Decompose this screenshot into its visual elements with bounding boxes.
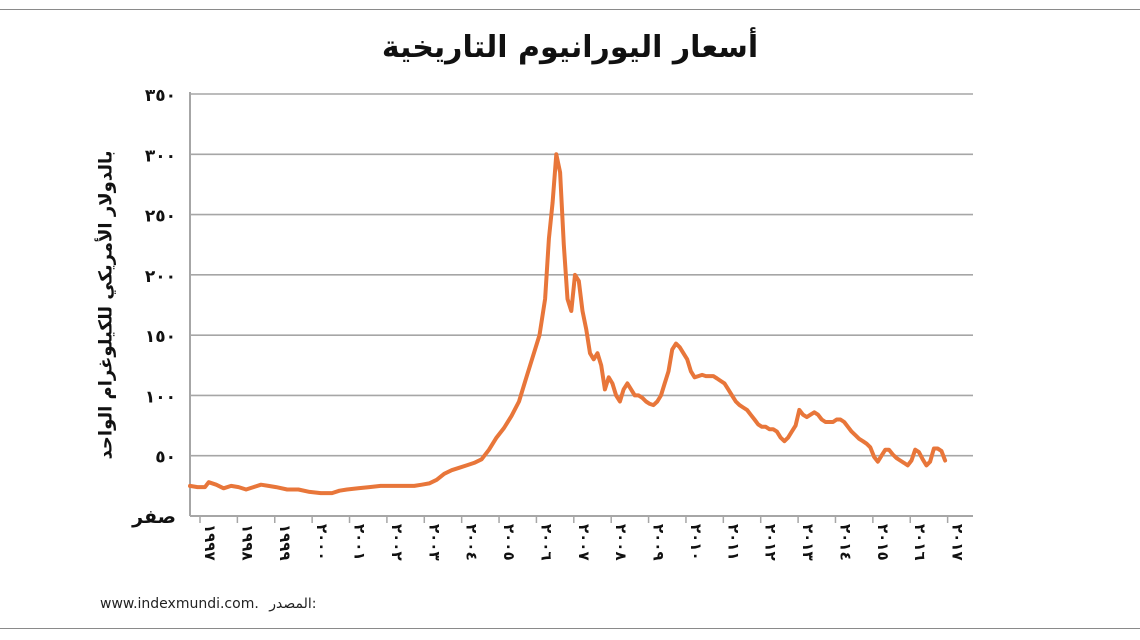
x-tick-label: ١٩٩٧ [201,524,219,561]
bottom-rule [0,628,1140,629]
x-tick-label: ٢٠١١ [724,524,742,561]
x-tick-label: ٢٠٠٦ [537,524,555,561]
x-tick-label: ٢٠١٤ [836,524,854,561]
x-tick-label: ٢٠٠١ [351,524,369,561]
y-tick-labels: صفر ٥٠ ١٠٠ ١٥٠ ٢٠٠ ٢٥٠ ٣٠٠ ٣٥٠ [131,86,176,528]
y-tick-label: ٣٥٠ [145,86,176,106]
y-tick-label: ١٥٠ [145,327,176,347]
y-tick-label: ٥٠ [155,448,176,468]
y-tick-label: ٢٠٠ [145,267,176,287]
source-note: www.indexmundi.com. المصدر: [100,596,316,612]
y-tick-label: صفر [131,506,176,528]
x-tick-label: ٢٠١٧ [949,524,967,561]
x-tick-label: ٢٠٠٣ [425,524,443,561]
x-tick-label: ٢٠٠٤ [463,524,481,561]
source-url: www.indexmundi.com. [100,596,259,612]
x-tick-label: ٢٠١٣ [799,524,817,561]
x-tick-label: ٢٠١٦ [911,524,929,561]
x-tick-label: ٢٠١٠ [687,524,705,561]
x-tick-label: ٢٠٠٢ [388,524,406,561]
source-label: المصدر: [269,596,317,612]
x-tick-label: ٢٠٠٥ [500,524,518,561]
x-tick-label: ٢٠١٥ [874,524,892,561]
x-tick-label: ١٩٩٩ [276,524,294,561]
gridlines [190,93,973,457]
y-tick-label: ٣٠٠ [145,146,176,166]
y-tick-label: ١٠٠ [145,387,176,407]
y-tick-label: ٢٥٠ [145,207,176,227]
top-rule [0,9,1140,10]
series-group [188,152,948,496]
x-tick-label: ٢٠٠٨ [612,524,630,561]
chart-title: أسعار اليورانيوم التاريخية [381,30,759,65]
x-tick-label: ١٩٩٨ [238,524,256,561]
x-tick-label: ٢٠٠٩ [650,524,668,561]
x-tick-labels: ١٩٩٧ ١٩٩٨ ١٩٩٩ ٢٠٠٠ ٢٠٠١ ٢٠٠٢ ٢٠٠٣ ٢٠٠٤ ٢٠٠٥ ٢٠٠٦… [201,524,967,561]
x-tick-label: ٢٠١٢ [762,524,780,561]
x-tick-label: ٢٠٠٧ [575,524,593,561]
axes [189,92,973,523]
series-line [188,152,948,496]
x-tick-label: ٢٠٠٠ [313,524,331,561]
